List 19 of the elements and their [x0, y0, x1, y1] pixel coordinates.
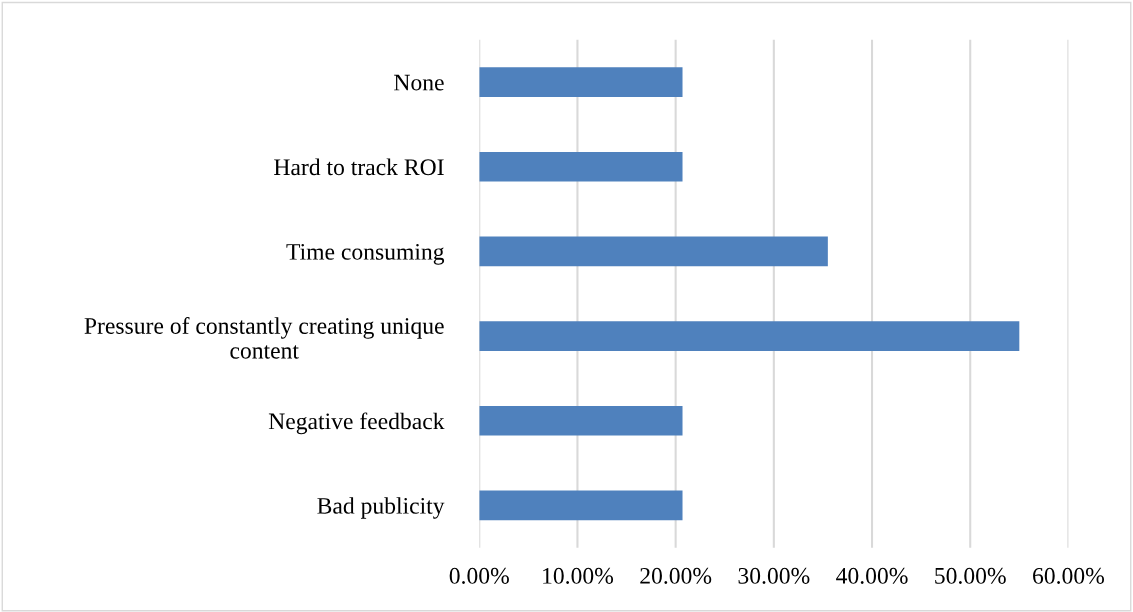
- y-tick-label: Bad publicity: [317, 497, 445, 519]
- x-tick-label: 30.00%: [738, 567, 810, 584]
- x-tick-label: 0.00%: [449, 567, 509, 584]
- y-tick-label: Negative feedback: [268, 412, 445, 435]
- y-tick-label: Time consuming: [286, 243, 445, 265]
- bar: [479, 405, 683, 436]
- bar: [479, 490, 683, 521]
- x-tick-label: 10.00%: [543, 567, 614, 584]
- bar: [479, 321, 1020, 351]
- y-tick-label: Pressure of constantly creating unique content: [84, 317, 444, 359]
- x-tick-label: 60.00%: [1033, 567, 1105, 584]
- bar: [479, 151, 683, 182]
- bar: [479, 67, 683, 97]
- bar: [479, 236, 828, 267]
- y-tick-label: None: [394, 74, 444, 91]
- x-tick-label: 50.00%: [935, 567, 1006, 584]
- x-tick-label: 40.00%: [836, 567, 908, 584]
- x-tick-label: 20.00%: [640, 567, 712, 584]
- y-tick-label: Hard to track ROI: [274, 158, 444, 176]
